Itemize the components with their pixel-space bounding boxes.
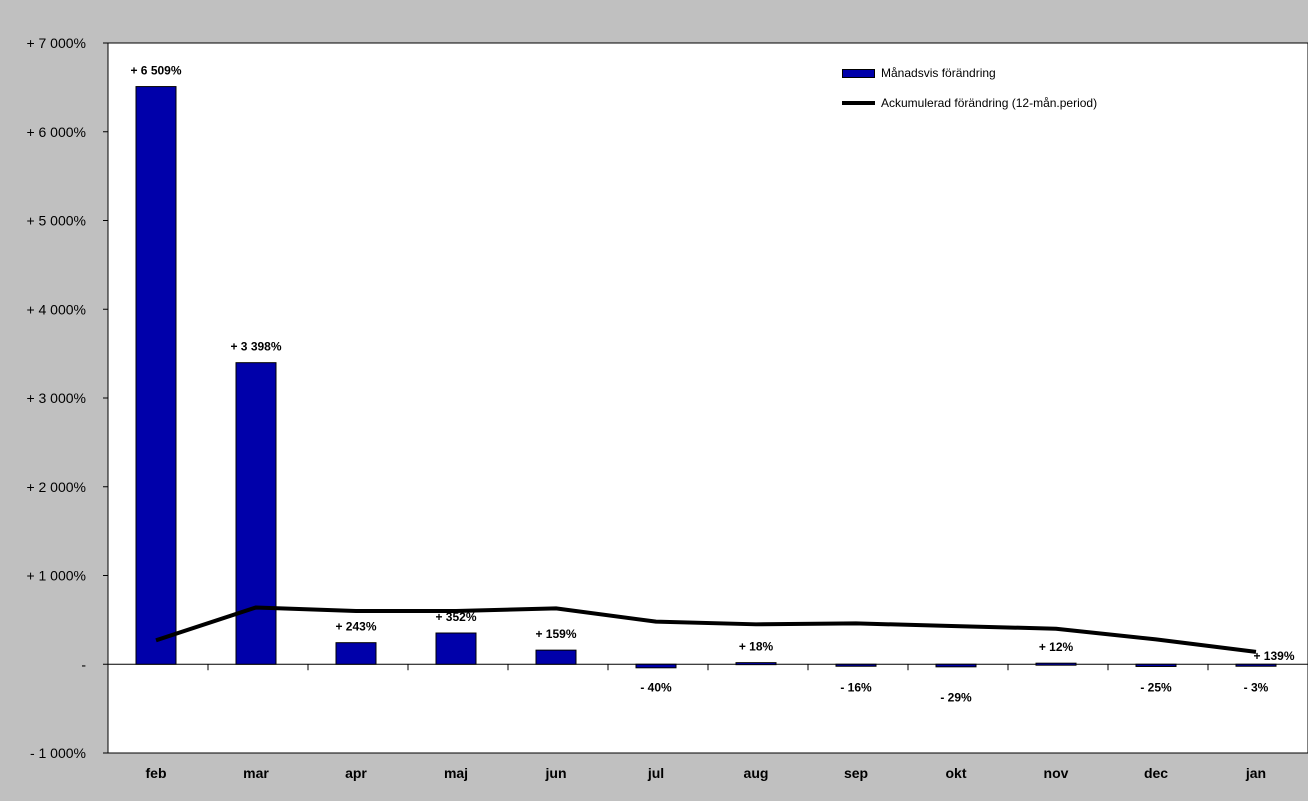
x-tick-label: okt: [946, 765, 967, 781]
bar-series: [135, 86, 1277, 669]
y-tick-label: + 3 000%: [26, 390, 86, 406]
bar-data-label: - 40%: [640, 680, 672, 694]
bar-data-label: + 6 509%: [130, 64, 181, 78]
legend: Månadsvis förändring Ackumulerad förändr…: [842, 58, 1162, 118]
y-tick-label: -: [81, 656, 86, 672]
line-series: [155, 605, 1257, 654]
x-tick-label: nov: [1044, 765, 1069, 781]
legend-label-bar: Månadsvis förändring: [881, 66, 996, 80]
bar: [235, 362, 277, 665]
bar: [835, 663, 877, 667]
y-tick-label: + 1 000%: [26, 568, 86, 584]
y-axis: - 1 000% - + 1 000% + 2 000% + 3 000% + 4 000…: [26, 35, 108, 761]
y-tick-label: + 4 000%: [26, 301, 86, 317]
y-tick-label: + 2 000%: [26, 479, 86, 495]
x-tick-label: aug: [744, 765, 769, 781]
bar: [1035, 662, 1077, 666]
legend-line-swatch: [842, 101, 875, 105]
bar-data-label: + 352%: [435, 610, 476, 624]
bar-data-label: + 12%: [1039, 640, 1074, 654]
bar: [535, 649, 577, 665]
x-tick-label: sep: [844, 765, 868, 781]
x-tick-label: jul: [647, 765, 664, 781]
x-tick-label: jun: [545, 765, 567, 781]
line-end-label: + 139%: [1253, 649, 1294, 663]
x-tick-label: feb: [146, 765, 167, 781]
x-tick-label: mar: [243, 765, 269, 781]
y-tick-label: - 1 000%: [30, 745, 86, 761]
bar-data-label: + 18%: [739, 640, 774, 654]
bar: [435, 632, 477, 665]
data-labels: + 6 509% + 3 398% + 243% + 352% + 159% - 40% +…: [130, 64, 1294, 705]
x-tick-label: maj: [444, 765, 468, 781]
legend-item-line: Ackumulerad förändring (12-mån.period): [842, 88, 1162, 118]
bar: [1235, 663, 1277, 667]
line-path: [155, 605, 1257, 654]
bar-data-label: + 159%: [535, 627, 576, 641]
bar-data-label: - 29%: [940, 690, 972, 704]
bar: [335, 642, 377, 665]
x-axis: feb mar apr maj jun jul aug sep okt nov dec jan: [107, 663, 1308, 781]
y-tick-label: + 6 000%: [26, 124, 86, 140]
bar-data-label: - 25%: [1140, 680, 1172, 694]
x-tick-label: apr: [345, 765, 367, 781]
legend-label-line: Ackumulerad förändring (12-mån.period): [881, 96, 1098, 110]
bar-data-label: + 3 398%: [230, 340, 281, 354]
bar: [635, 663, 677, 669]
bar: [135, 86, 177, 665]
legend-item-bar: Månadsvis förändring: [842, 58, 1162, 88]
bar-data-label: - 3%: [1244, 680, 1269, 694]
plot-area: [107, 42, 1308, 754]
legend-bar-swatch: [842, 68, 875, 78]
y-tick-label: + 7 000%: [26, 35, 86, 51]
bar: [1135, 663, 1177, 667]
x-tick-label: dec: [1144, 765, 1168, 781]
bar-data-label: + 243%: [335, 620, 376, 634]
y-tick-label: + 5 000%: [26, 213, 86, 229]
bar: [735, 662, 777, 666]
x-tick-label: jan: [1245, 765, 1266, 781]
bar-data-label: - 16%: [840, 680, 872, 694]
bar: [935, 663, 977, 668]
